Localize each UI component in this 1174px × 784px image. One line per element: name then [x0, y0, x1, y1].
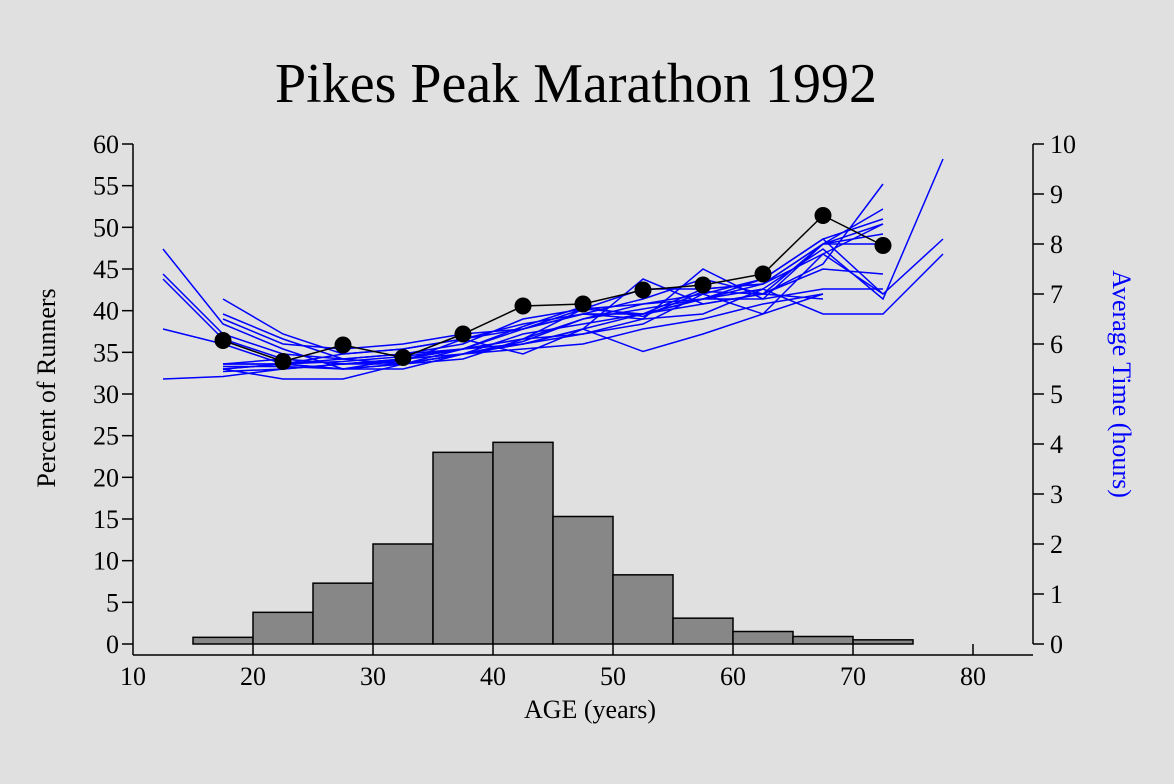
other-years-lines — [162, 158, 944, 380]
y2-tick-label: 7 — [1050, 280, 1063, 309]
x-tick-label: 10 — [120, 662, 146, 691]
y2-axis-label: Average Time (hours) — [1107, 270, 1136, 498]
right-axis-ticks: 0 1 2 3 4 5 6 7 8 9 10 — [1033, 130, 1076, 659]
average-1992-point — [694, 276, 712, 294]
y-tick-label: 40 — [93, 297, 119, 326]
y2-tick-label: 5 — [1050, 380, 1063, 409]
y-tick-label: 50 — [93, 213, 119, 242]
x-tick-label: 40 — [480, 662, 506, 691]
y2-tick-label: 1 — [1050, 580, 1063, 609]
other-year-series-line — [162, 238, 944, 365]
x-tick-label: 60 — [720, 662, 746, 691]
y-tick-label: 15 — [93, 505, 119, 534]
average-1992-point — [814, 207, 832, 224]
x-tick-label: 30 — [360, 662, 386, 691]
y2-tick-label: 9 — [1050, 180, 1063, 209]
other-year-series-line — [222, 293, 824, 380]
y-tick-label: 45 — [93, 255, 119, 284]
x-axis-ticks: 10 20 30 40 50 60 70 80 — [120, 644, 986, 691]
other-year-series-line — [222, 208, 884, 360]
histogram-bar — [372, 543, 434, 645]
y-axis-label: Percent of Runners — [32, 288, 61, 487]
y-tick-label: 10 — [93, 547, 119, 576]
x-tick-label: 80 — [960, 662, 986, 691]
histogram — [192, 441, 914, 645]
other-year-series-line — [222, 278, 824, 355]
average-1992-point — [754, 265, 772, 283]
histogram-bar — [612, 574, 674, 645]
y2-tick-label: 2 — [1050, 530, 1063, 559]
average-1992-point — [574, 295, 592, 313]
average-1992-point — [214, 332, 232, 349]
y2-tick-label: 4 — [1050, 430, 1063, 459]
average-1992-point — [454, 325, 472, 343]
other-year-series-line — [222, 253, 884, 373]
histogram-bar — [192, 636, 254, 645]
chart-title: Pikes Peak Marathon 1992 — [275, 53, 877, 115]
y2-tick-label: 3 — [1050, 480, 1063, 509]
y2-tick-label: 8 — [1050, 230, 1063, 259]
x-axis-label: AGE (years) — [524, 695, 656, 724]
y-tick-label: 60 — [93, 130, 119, 159]
y2-tick-label: 6 — [1050, 330, 1063, 359]
average-1992-point — [274, 353, 292, 370]
y-tick-label: 30 — [93, 380, 119, 409]
left-axis-ticks: 0 5 10 15 20 25 30 35 40 45 50 55 60 — [93, 130, 133, 659]
histogram-bar — [552, 515, 614, 645]
y2-tick-label: 0 — [1050, 630, 1063, 659]
average-1992-point — [394, 349, 412, 366]
histogram-bar — [252, 611, 314, 645]
y-tick-label: 20 — [93, 463, 119, 492]
x-tick-label: 20 — [240, 662, 266, 691]
average-1992-point — [514, 297, 532, 315]
histogram-bar — [852, 639, 914, 645]
average-1992-line — [214, 207, 892, 370]
average-1992-point — [334, 336, 352, 354]
average-1992-point — [874, 237, 892, 254]
other-year-series-line — [222, 293, 824, 350]
average-1992-series-line — [222, 214, 884, 363]
other-year-series-line — [223, 288, 883, 370]
histogram-bar — [792, 635, 854, 645]
histogram-bar — [672, 617, 734, 645]
histogram-bar — [492, 441, 554, 645]
histogram-bar — [732, 630, 794, 645]
histogram-bar — [432, 451, 494, 645]
histogram-bar — [312, 582, 374, 645]
y2-tick-label: 10 — [1050, 130, 1076, 159]
y-tick-label: 35 — [93, 338, 119, 367]
x-tick-label: 70 — [840, 662, 866, 691]
other-year-series-line — [223, 268, 884, 365]
y-tick-label: 0 — [106, 630, 119, 659]
other-year-series-line — [162, 183, 884, 365]
y-tick-label: 5 — [106, 588, 119, 617]
y-tick-label: 25 — [93, 422, 119, 451]
average-1992-point — [634, 281, 652, 299]
x-tick-label: 50 — [600, 662, 626, 691]
y-tick-label: 55 — [93, 172, 119, 201]
